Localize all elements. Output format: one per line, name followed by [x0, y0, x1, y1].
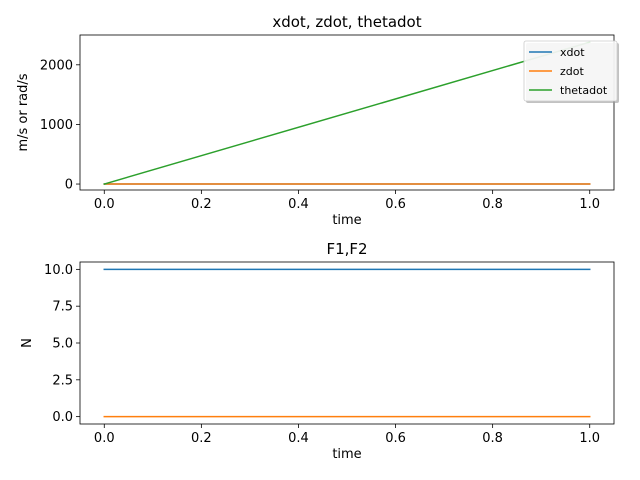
chart-title: F1,F2	[326, 240, 367, 258]
x-axis-label: time	[332, 213, 361, 228]
y-tick-label: 5.0	[52, 337, 73, 352]
x-tick-label: 0.0	[94, 197, 115, 212]
y-tick-label: 1000	[40, 118, 73, 133]
y-tick-label: 10.0	[44, 263, 73, 278]
y-tick-label: 2.5	[52, 373, 73, 388]
legend-label-xdot: xdot	[560, 46, 585, 59]
legend-label-zdot: zdot	[560, 65, 584, 78]
x-tick-label: 0.2	[191, 431, 212, 446]
legend-box	[523, 40, 618, 102]
x-axis-label: time	[332, 447, 361, 462]
x-tick-label: 0.0	[94, 431, 115, 446]
y-axis-label: N	[20, 338, 35, 348]
legend-label-thetadot: thetadot	[560, 84, 608, 97]
x-tick-label: 0.4	[288, 197, 309, 212]
y-axis-label: m/s or rad/s	[16, 73, 31, 151]
chart-velocities: 0.0 0.2 0.4 0.6 0.8 1.0 0 1000 2000 xdot, zdot, t…	[16, 13, 619, 228]
x-tick-label: 1.0	[579, 431, 600, 446]
x-tick-label: 0.6	[385, 197, 406, 212]
series-line-thetadot	[103, 41, 591, 185]
x-tick-label: 1.0	[579, 197, 600, 212]
x-tick-label: 0.4	[288, 431, 309, 446]
y-tick-label: 0	[65, 178, 73, 193]
x-tick-label: 0.2	[191, 197, 212, 212]
y-tick-label: 0.0	[52, 410, 73, 425]
y-tick-label: 2000	[40, 58, 73, 73]
x-tick-label: 0.8	[482, 431, 503, 446]
y-tick-label: 7.5	[52, 300, 73, 315]
axes-frame	[79, 34, 615, 191]
x-tick-label: 0.8	[482, 197, 503, 212]
legend: xdot zdot thetadot	[523, 40, 619, 103]
x-tick-label: 0.6	[385, 431, 406, 446]
chart-forces: 0.0 0.2 0.4 0.6 0.8 1.0 0.0 2.5 5.0 7.5 10.0 F1,F2 t…	[20, 240, 615, 462]
chart-title: xdot, zdot, thetadot	[272, 13, 421, 31]
